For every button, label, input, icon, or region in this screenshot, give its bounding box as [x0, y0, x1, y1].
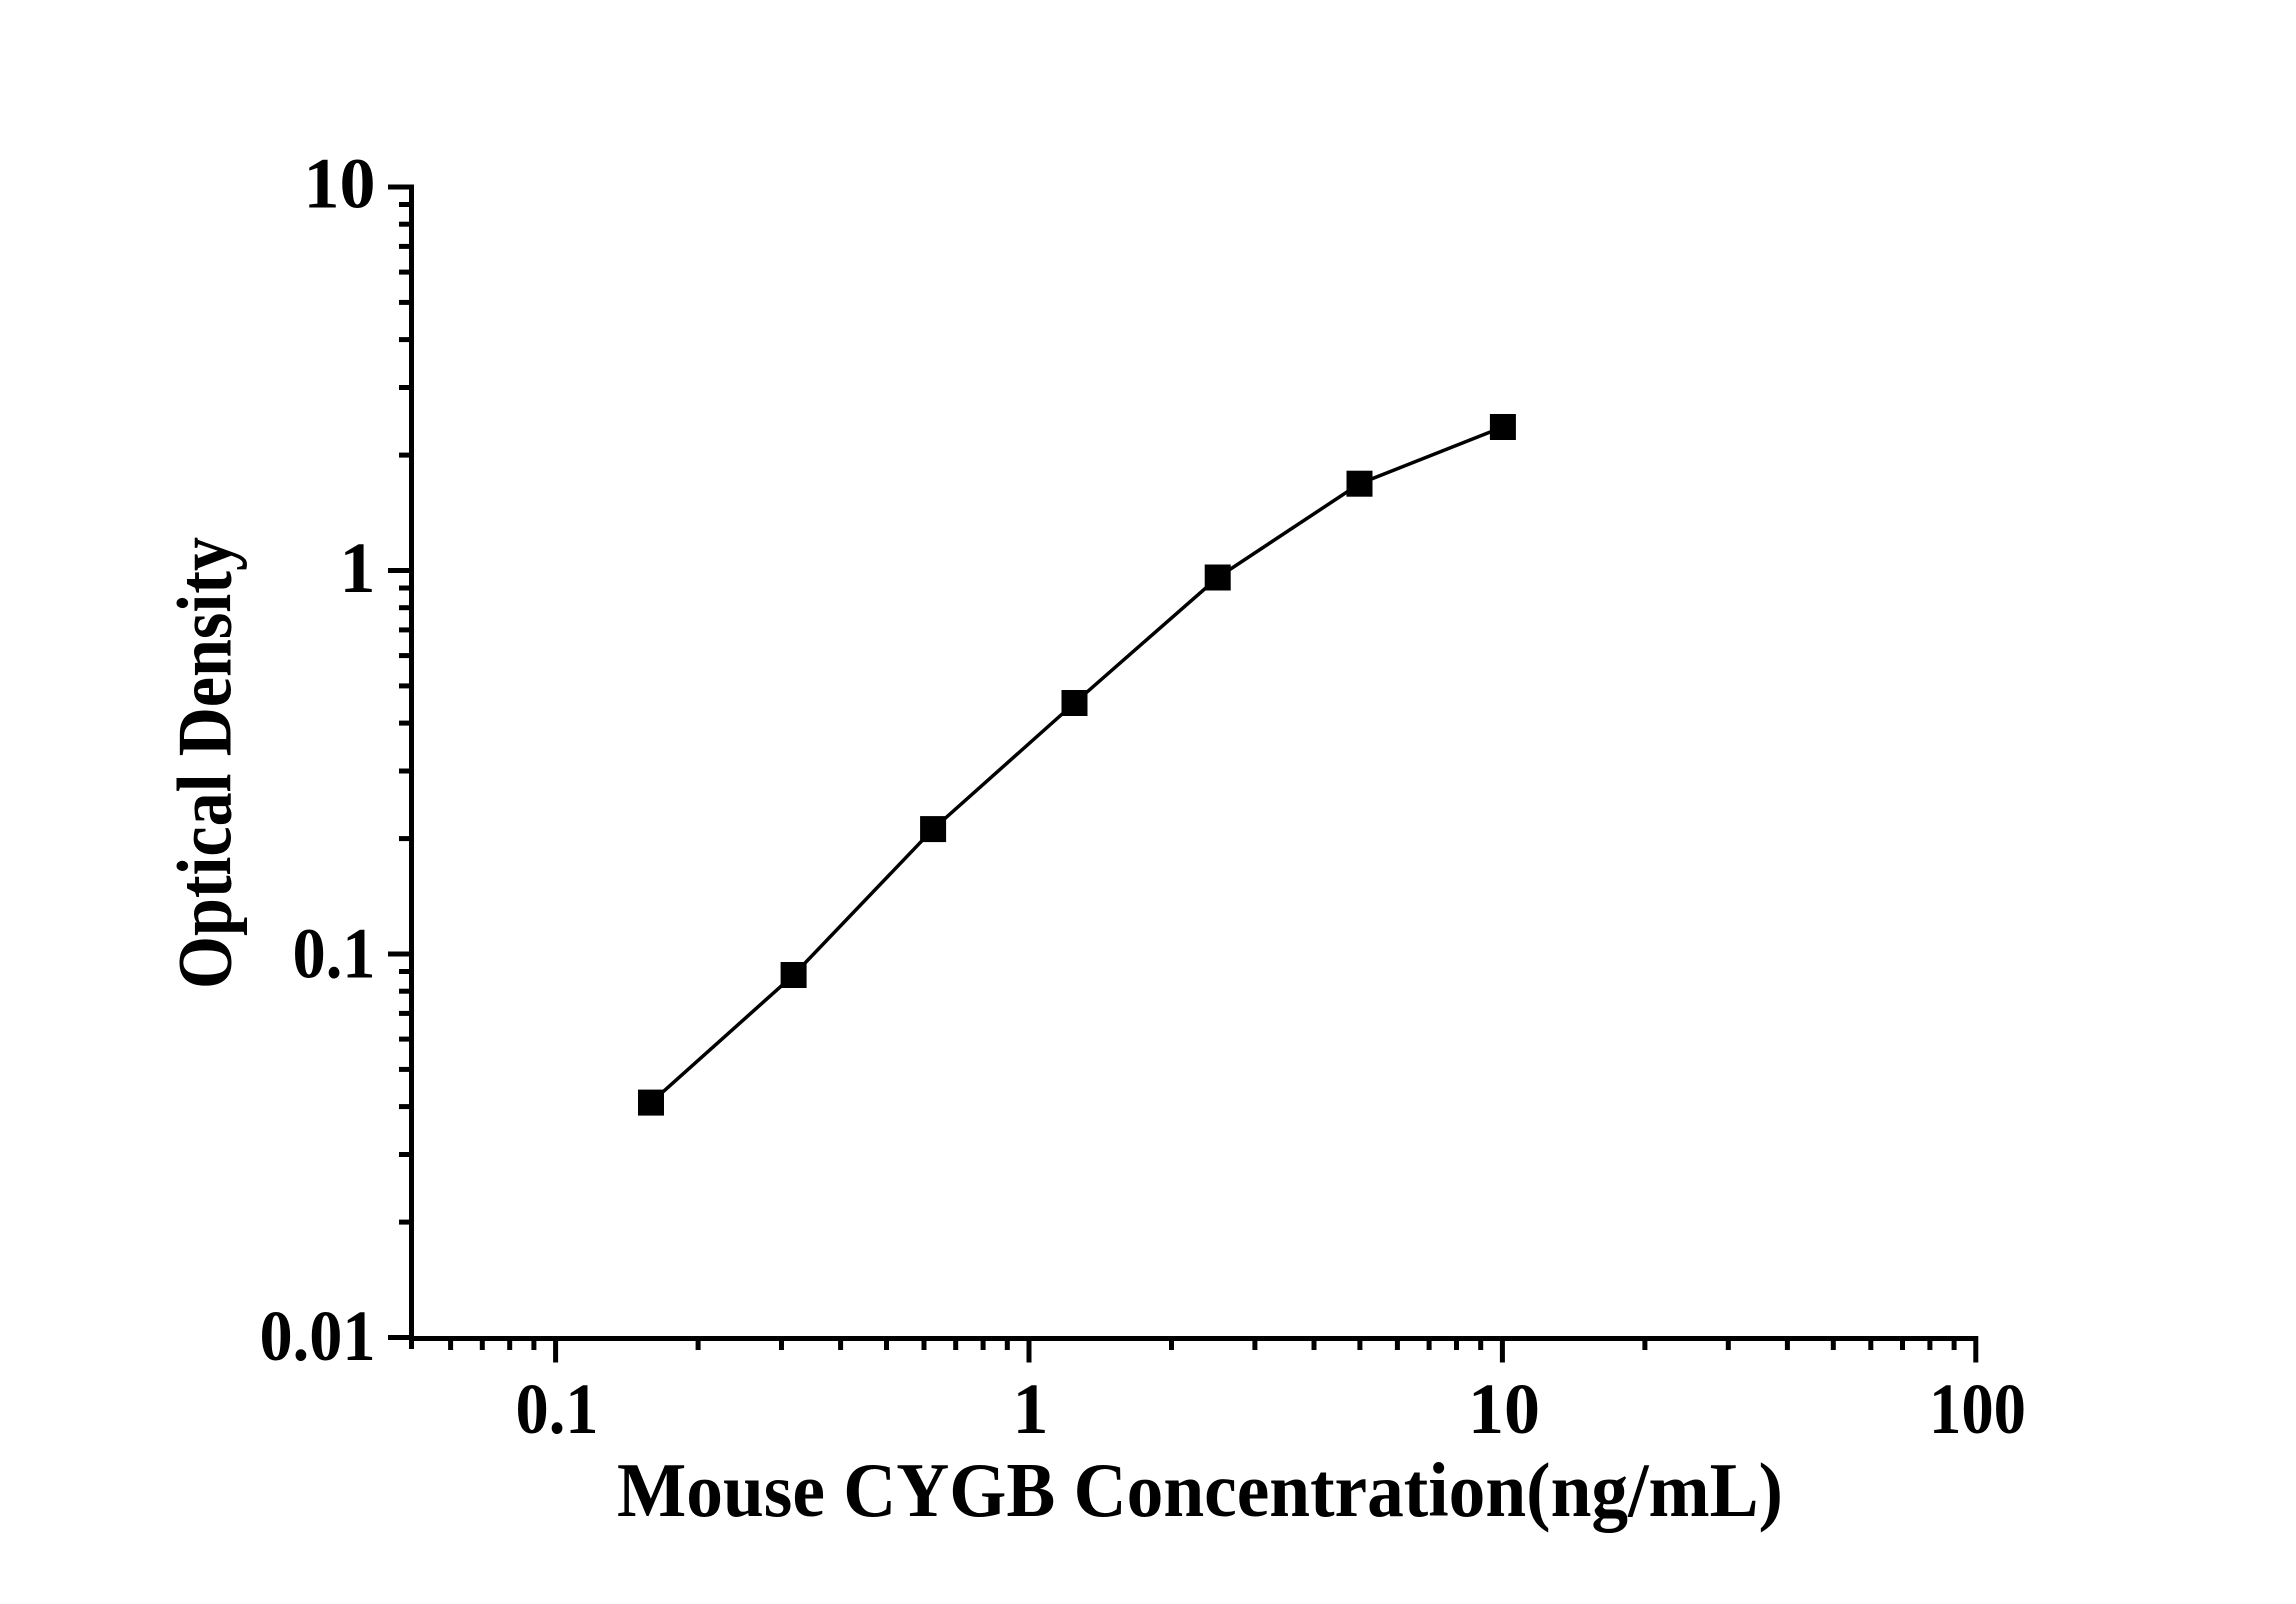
svg-text:1: 1	[1013, 1369, 1049, 1449]
svg-text:0.1: 0.1	[516, 1369, 599, 1449]
svg-text:0.01: 0.01	[260, 1296, 376, 1376]
svg-text:Mouse CYGB Concentration(ng/mL: Mouse CYGB Concentration(ng/mL)	[617, 1447, 1783, 1533]
svg-text:0.1: 0.1	[293, 914, 376, 994]
svg-text:10: 10	[1468, 1369, 1540, 1449]
svg-text:10: 10	[304, 144, 376, 224]
svg-text:Optical Density: Optical Density	[162, 537, 248, 989]
svg-text:100: 100	[1929, 1369, 2026, 1449]
svg-text:1: 1	[340, 528, 376, 608]
